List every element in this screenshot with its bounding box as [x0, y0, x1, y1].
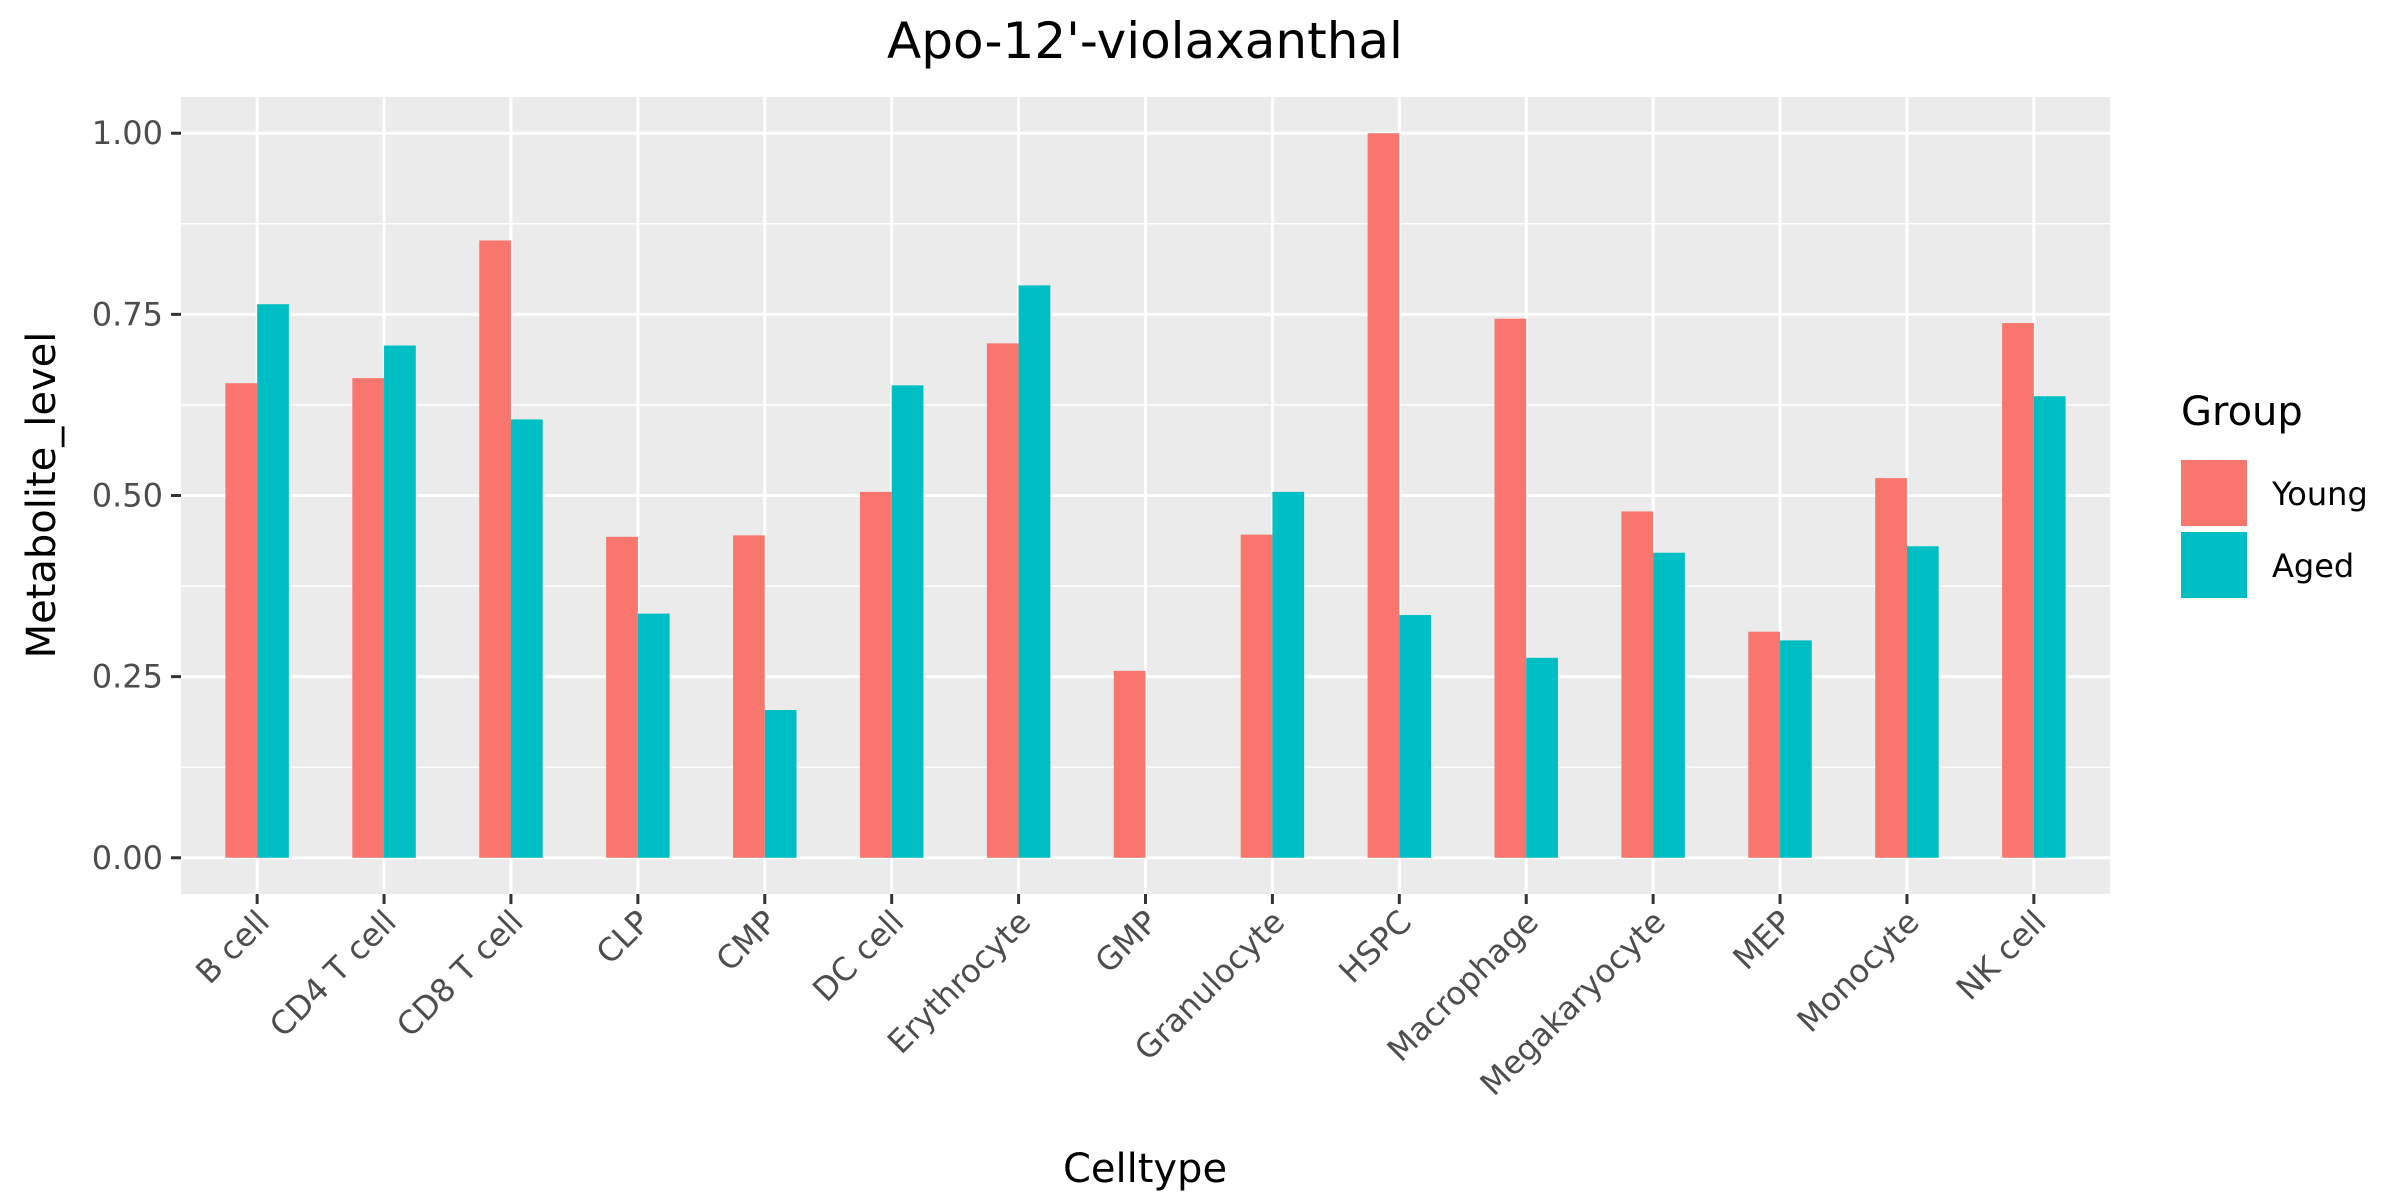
- bars: [225, 133, 2066, 858]
- bar-young: [1494, 318, 1527, 858]
- bar-young: [859, 491, 892, 858]
- legend-key-aged: [2181, 532, 2247, 598]
- x-tick-label: CMP: [709, 903, 785, 979]
- y-tick-label: 0.50: [92, 477, 163, 515]
- legend: Group Young Aged: [2181, 389, 2368, 598]
- x-tick-label: HSPC: [1331, 903, 1419, 991]
- bar-young: [1621, 511, 1654, 858]
- y-tick-label: 0.75: [92, 295, 163, 333]
- bar-aged: [2033, 396, 2066, 858]
- legend-key-young: [2181, 460, 2247, 526]
- x-tick-label: NK cell: [1949, 903, 2054, 1008]
- bar-young: [2002, 323, 2034, 858]
- y-tick-label: 0.00: [92, 839, 163, 877]
- bar-young: [1113, 670, 1146, 858]
- bar-aged: [1526, 657, 1558, 858]
- bar-aged: [384, 345, 416, 858]
- bar-young: [733, 535, 765, 858]
- bar-young: [986, 343, 1019, 858]
- legend-title: Group: [2181, 389, 2303, 435]
- bar-aged: [764, 709, 797, 858]
- bar-young: [1367, 133, 1400, 858]
- x-tick-label: MEP: [1725, 903, 1799, 977]
- bar-aged: [891, 385, 924, 858]
- bar-young: [1875, 478, 1907, 858]
- bar-aged: [1018, 285, 1051, 858]
- bar-young: [225, 383, 258, 858]
- legend-label-young: Young: [2271, 475, 2368, 513]
- bar-aged: [1653, 552, 1685, 858]
- x-axis-title: Celltype: [1063, 1146, 1227, 1192]
- x-tick-label: GMP: [1088, 903, 1166, 981]
- x-tick-label: CD4 T cell: [262, 903, 404, 1045]
- legend-label-aged: Aged: [2272, 547, 2354, 585]
- x-tick-label: Monocyte: [1790, 903, 1927, 1040]
- bar-aged: [1272, 491, 1305, 858]
- y-axis-title: Metabolite_level: [19, 332, 65, 659]
- bar-aged: [637, 613, 670, 858]
- bar-aged: [1399, 615, 1432, 858]
- y-axis: 0.00 0.25 0.50 0.75 1.00: [92, 114, 181, 877]
- y-tick-label: 0.25: [92, 658, 163, 696]
- x-tick-label: DC cell: [805, 903, 911, 1009]
- bar-young: [1748, 631, 1781, 858]
- bar-aged: [510, 419, 543, 858]
- bar-young: [1240, 534, 1273, 858]
- x-tick-label: CD8 T cell: [389, 903, 531, 1045]
- bar-young: [479, 240, 511, 858]
- bar-aged: [257, 304, 289, 858]
- y-tick-label: 1.00: [92, 114, 163, 152]
- x-tick-label: B cell: [188, 903, 277, 992]
- x-tick-label: CLP: [589, 903, 658, 972]
- chart-title: Apo-12'-violaxanthal: [887, 12, 1403, 70]
- bar-aged: [1906, 546, 1939, 858]
- bar-young: [352, 378, 385, 858]
- bar-aged: [1780, 640, 1812, 858]
- bar-young: [606, 536, 638, 858]
